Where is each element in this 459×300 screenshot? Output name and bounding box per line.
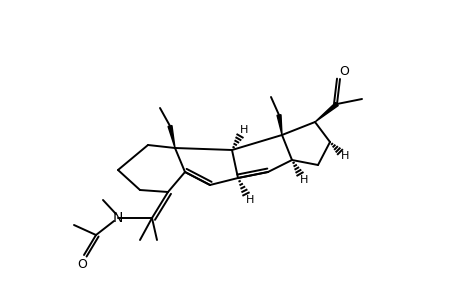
Text: N: N — [112, 211, 123, 225]
Text: H: H — [239, 125, 248, 135]
Text: H: H — [245, 195, 254, 205]
Text: H: H — [299, 175, 308, 185]
Text: H: H — [340, 151, 348, 161]
Text: O: O — [77, 259, 87, 272]
Polygon shape — [314, 103, 337, 122]
Polygon shape — [276, 115, 281, 135]
Polygon shape — [168, 126, 174, 148]
Text: O: O — [338, 64, 348, 77]
